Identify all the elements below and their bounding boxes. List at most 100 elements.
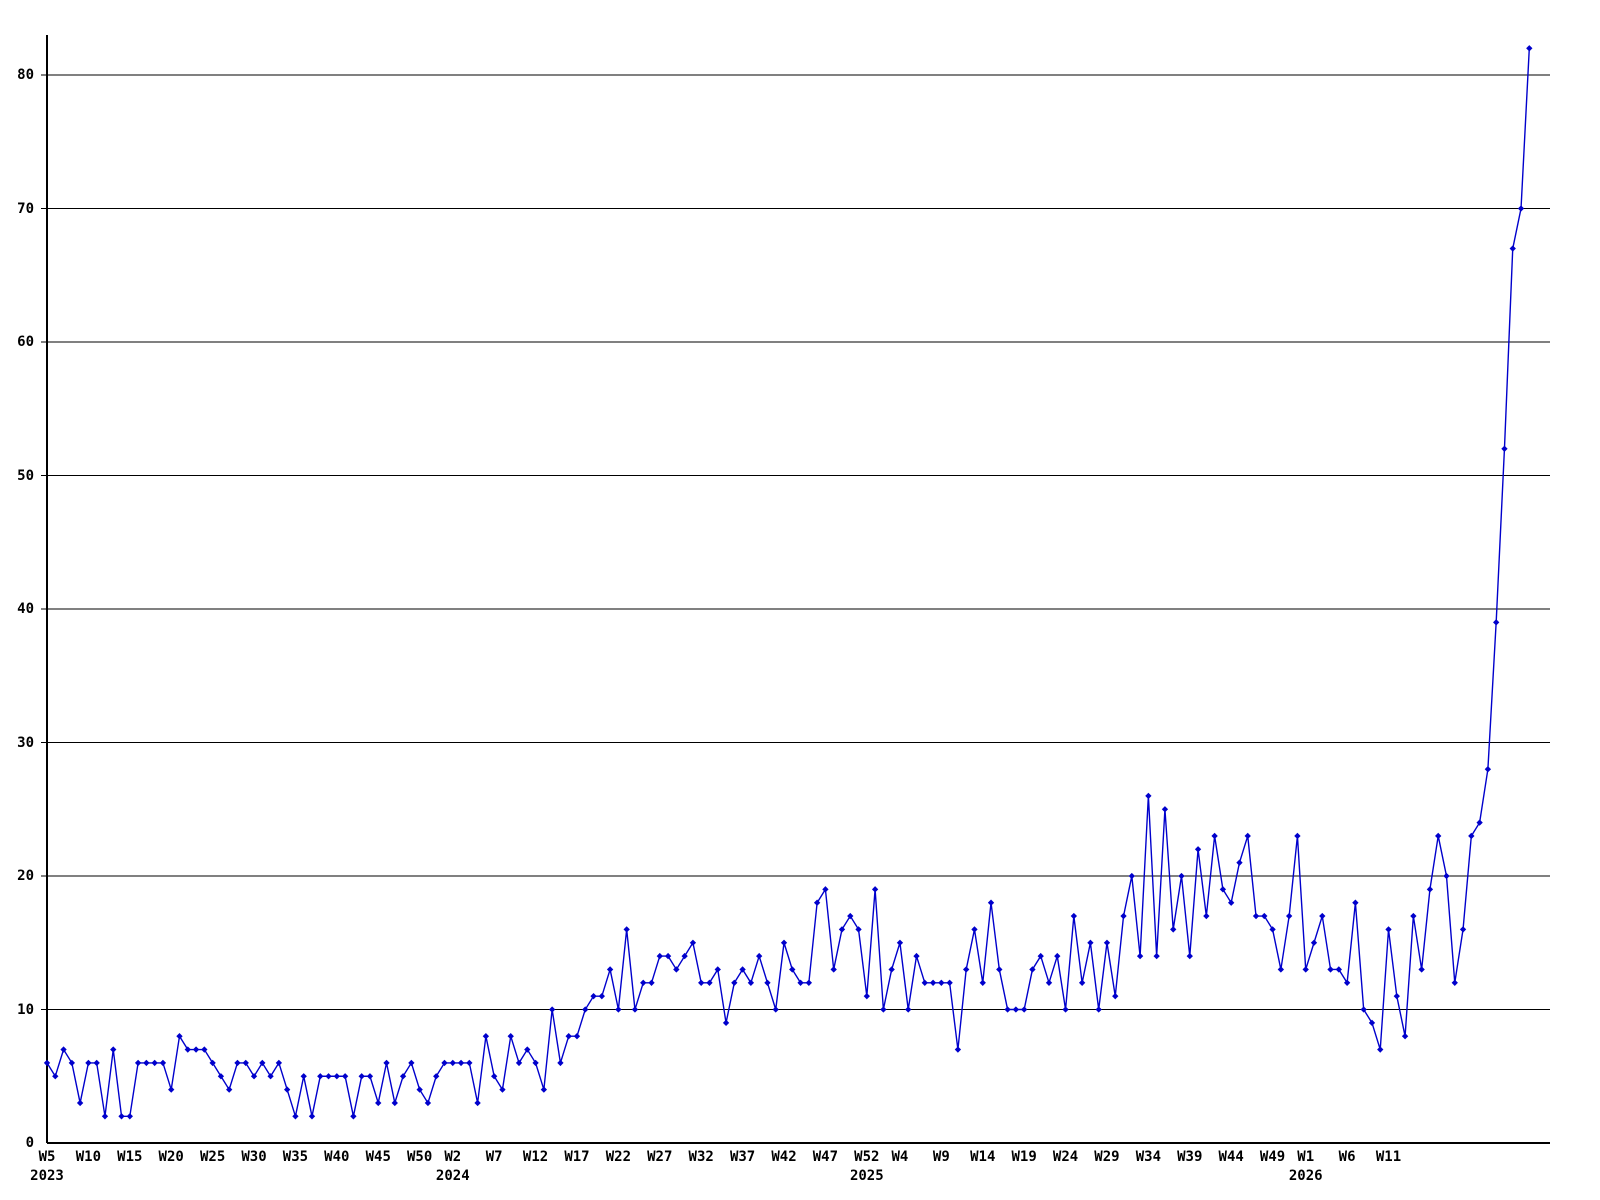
data-point-marker <box>1269 926 1276 933</box>
x-axis-tick-label: W25 <box>199 1149 226 1165</box>
data-point-marker <box>1145 792 1152 800</box>
data-point-marker <box>731 979 738 986</box>
data-point-marker <box>1161 806 1169 813</box>
data-point-marker <box>1435 832 1442 840</box>
data-point-marker <box>1393 992 1400 1000</box>
data-point-marker <box>1170 926 1177 933</box>
y-axis-tick-label: 0 <box>25 1135 34 1151</box>
data-point-marker <box>921 979 928 986</box>
data-point-marker <box>1054 952 1061 960</box>
data-point-marker <box>987 899 995 906</box>
data-point-marker <box>52 1073 59 1080</box>
data-point-marker <box>134 1059 142 1067</box>
data-point-marker <box>1203 912 1210 920</box>
data-point-marker <box>996 966 1003 973</box>
data-point-marker <box>433 1073 440 1080</box>
y-axis-tick-label: 80 <box>17 67 34 83</box>
data-point-marker <box>408 1059 415 1067</box>
data-point-marker <box>110 1046 117 1053</box>
data-point-marker <box>350 1113 357 1120</box>
data-point-marker <box>896 939 904 946</box>
x-axis-tick-label: W49 <box>1259 1149 1286 1165</box>
data-point-marker <box>1261 912 1268 920</box>
data-point-marker <box>143 1059 150 1067</box>
data-point-marker <box>283 1086 291 1093</box>
data-point-marker <box>168 1086 175 1093</box>
data-point-marker <box>416 1086 423 1093</box>
data-point-marker <box>1335 966 1342 973</box>
data-point-marker <box>1493 619 1500 626</box>
data-point-marker <box>615 1006 622 1013</box>
data-point-marker <box>524 1046 531 1053</box>
data-point-marker <box>76 1099 84 1107</box>
data-point-marker <box>101 1113 109 1120</box>
x-axis-tick-label: W4 <box>891 1149 909 1165</box>
y-axis-tick-label: 60 <box>17 334 34 350</box>
data-point-marker <box>176 1033 183 1040</box>
data-point-marker <box>1526 45 1533 52</box>
data-point-marker <box>838 926 846 933</box>
data-point-marker <box>1509 245 1516 252</box>
data-point-marker <box>441 1059 448 1067</box>
data-point-marker <box>1252 912 1260 920</box>
x-axis-tick-label: W37 <box>729 1149 756 1165</box>
data-point-marker <box>60 1046 67 1053</box>
data-point-marker <box>151 1059 158 1067</box>
data-point-marker <box>1087 939 1094 946</box>
x-axis-tick-label: W22 <box>605 1149 632 1165</box>
x-axis-tick-label: W32 <box>688 1149 714 1165</box>
data-point-marker <box>739 966 746 973</box>
data-point-marker <box>822 886 829 893</box>
x-axis-tick-label: W9 <box>932 1149 950 1165</box>
data-point-marker <box>1020 1006 1028 1013</box>
data-point-marker <box>217 1073 225 1080</box>
data-point-marker <box>764 979 771 986</box>
data-point-marker <box>358 1073 365 1080</box>
data-point-marker <box>971 926 978 933</box>
data-point-marker <box>1410 912 1417 920</box>
data-point-marker <box>317 1073 324 1080</box>
data-point-marker <box>325 1073 332 1080</box>
y-axis-tick-label: 40 <box>17 601 34 617</box>
data-point-marker <box>640 979 647 986</box>
data-point-marker <box>598 992 605 1000</box>
data-point-marker <box>1004 1006 1011 1013</box>
data-point-marker <box>1219 886 1227 893</box>
data-point-marker <box>929 979 937 986</box>
x-axis-tick-label: W12 <box>522 1149 549 1165</box>
data-point-marker <box>631 1006 639 1013</box>
data-point-marker <box>813 899 821 906</box>
data-point-marker <box>747 979 755 986</box>
x-axis-tick-label: W7 <box>485 1149 503 1165</box>
data-series-line <box>46 48 1530 1118</box>
data-point-marker <box>1062 1006 1069 1013</box>
data-point-marker <box>275 1059 283 1067</box>
data-point-marker <box>126 1113 133 1120</box>
x-axis-tick-label: W39 <box>1177 1149 1203 1165</box>
data-point-marker <box>1236 859 1243 866</box>
data-point-marker <box>424 1099 432 1107</box>
x-axis-tick-label: W17 <box>564 1149 590 1165</box>
x-axis-tick-label: W42 <box>771 1149 797 1165</box>
data-point-marker <box>507 1033 514 1040</box>
data-point-marker <box>557 1059 564 1067</box>
x-axis-tick-label: W6 <box>1338 1149 1356 1165</box>
data-point-marker <box>292 1113 299 1120</box>
axes-group <box>46 35 1550 1144</box>
data-point-marker <box>664 952 672 960</box>
data-point-marker <box>1120 912 1127 920</box>
data-series-points <box>43 45 1533 1120</box>
x-axis-tick-label: W14 <box>970 1149 996 1165</box>
data-point-marker <box>532 1059 539 1067</box>
data-point-marker <box>1319 912 1326 920</box>
data-point-marker <box>226 1086 233 1093</box>
data-point-marker <box>673 966 680 973</box>
data-point-marker <box>1468 832 1475 840</box>
y-axis-tick-label: 20 <box>17 868 34 884</box>
data-point-marker <box>333 1073 341 1080</box>
data-point-marker <box>466 1059 473 1067</box>
data-point-marker <box>772 1006 779 1013</box>
data-point-marker <box>68 1059 76 1067</box>
x-axis-tick-label: W10 <box>75 1149 102 1165</box>
data-point-marker <box>201 1046 208 1053</box>
